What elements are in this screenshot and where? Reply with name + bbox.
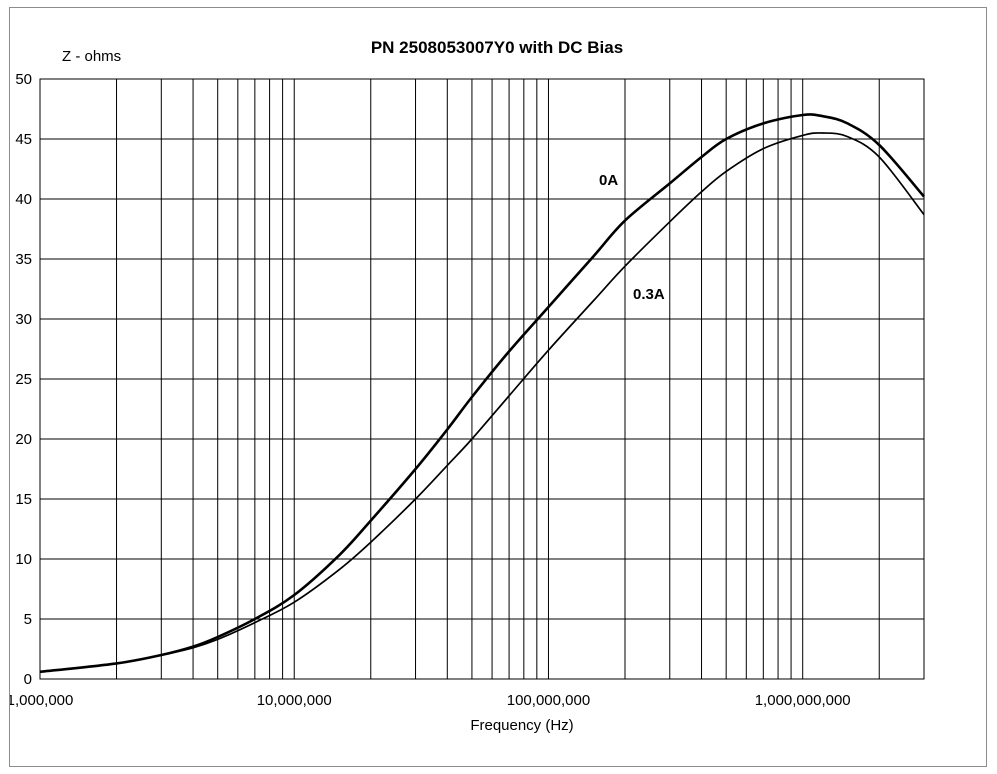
- series-label-0a: 0A: [599, 172, 618, 189]
- y-tick-label: 35: [15, 251, 32, 268]
- x-tick-label: 1,000,000,000: [755, 692, 851, 709]
- series-line-0a: [39, 113, 925, 674]
- tick-label-layer: 0 5 10 15 20 25 30 35 40 45 50 1,000,000 10,000,000 1…: [7, 71, 851, 709]
- series-label-0-3a: 0.3A: [633, 286, 665, 303]
- x-tick-label: 100,000,000: [507, 692, 590, 709]
- y-tick-label: 50: [15, 71, 32, 88]
- y-tick-label: 45: [15, 131, 32, 148]
- y-tick-label: 40: [15, 191, 32, 208]
- x-tick-label: 10,000,000: [257, 692, 332, 709]
- y-axis-label: Z - ohms: [62, 48, 121, 65]
- chart-title: PN 2508053007Y0 with DC Bias: [371, 38, 623, 57]
- y-tick-label: 30: [15, 311, 32, 328]
- impedance-chart: PN 2508053007Y0 with DC Bias Z - ohms Fr…: [7, 38, 925, 734]
- x-tick-label: 1,000,000: [10, 692, 73, 709]
- y-tick-label: 10: [15, 551, 32, 568]
- y-tick-label: 0: [24, 671, 32, 688]
- series-line-0-3a: [39, 132, 925, 673]
- plot-area-border: [39, 78, 925, 680]
- series-layer: [39, 113, 925, 674]
- y-tick-label: 20: [15, 431, 32, 448]
- y-tick-label: 5: [24, 611, 32, 628]
- x-axis-label: Frequency (Hz): [470, 717, 573, 734]
- y-tick-label: 25: [15, 371, 32, 388]
- grid-layer: [40, 78, 925, 680]
- chart-frame: PN 2508053007Y0 with DC Bias Z - ohms Fr…: [7, 7, 987, 767]
- y-tick-label: 15: [15, 491, 32, 508]
